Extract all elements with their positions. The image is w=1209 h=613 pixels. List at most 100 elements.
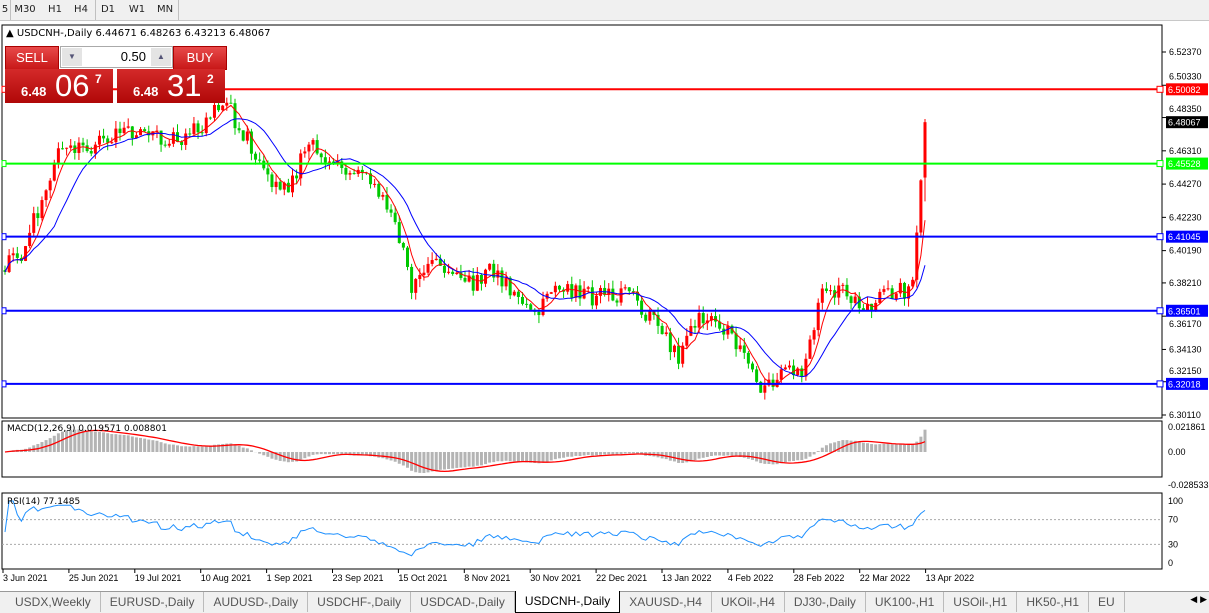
candle-body	[479, 274, 483, 284]
tab-eurusd-daily[interactable]: EURUSD-,Daily	[101, 592, 205, 612]
tab-usdchf-daily[interactable]: USDCHF-,Daily	[308, 592, 412, 612]
tab-uk100-h1[interactable]: UK100-,H1	[866, 592, 945, 612]
candle-body	[274, 181, 278, 188]
rsi-tick-label: 30	[1168, 539, 1178, 549]
candle-body	[471, 275, 475, 291]
tab-ukoil-h4[interactable]: UKOil-,H4	[712, 592, 785, 612]
tab-audusd-daily[interactable]: AUDUSD-,Daily	[204, 592, 309, 612]
candle-body	[463, 277, 467, 282]
price-chart[interactable]: 6.52370 6.50330 6.48350 6.46310 6.44270 6.422…	[0, 20, 1209, 591]
tab-xauusd-h4[interactable]: XAUUSD-,H4	[620, 592, 712, 612]
buy-price-large: 31	[167, 68, 202, 103]
candle-body	[200, 132, 204, 134]
candle-body	[32, 213, 36, 233]
level-price-badge	[1166, 83, 1208, 96]
candle-body	[442, 265, 446, 273]
candle-body	[106, 138, 110, 143]
candle-body	[878, 291, 882, 303]
timeframe-5[interactable]: 5	[1, 4, 9, 15]
lot-increase-icon[interactable]: ▲	[151, 48, 171, 66]
tab-usdx-weekly[interactable]: USDX,Weekly	[6, 592, 101, 612]
candle-body	[796, 368, 800, 376]
collapse-triangle-icon[interactable]: ▲	[6, 28, 17, 39]
sell-price-pip: 7	[95, 72, 102, 86]
candle-body	[286, 182, 290, 193]
level-handle[interactable]	[1, 160, 7, 168]
candle-body	[61, 148, 64, 150]
candle-body	[192, 123, 196, 135]
tab-dj30-daily[interactable]: DJ30-,Daily	[785, 592, 866, 612]
candle-body	[426, 263, 430, 273]
toolbar-divider	[95, 0, 96, 20]
timeframe-H4[interactable]: H4	[74, 4, 88, 15]
rsi-pane-frame	[1, 492, 1163, 570]
buy-button[interactable]: BUY	[173, 46, 227, 70]
date-tick-label: 13 Jan 2022	[662, 573, 712, 583]
candle-body	[701, 313, 705, 324]
buy-price[interactable]: 6.48 31 2	[117, 68, 225, 103]
timeframe-D1[interactable]: D1	[100, 4, 116, 15]
candle-body	[902, 282, 906, 299]
lot-decrease-icon[interactable]: ▼	[62, 48, 82, 66]
level-handle[interactable]	[1, 380, 7, 388]
timeframe-M30[interactable]: M30	[14, 4, 36, 15]
candle-body	[196, 123, 200, 133]
level-handle[interactable]	[1156, 233, 1164, 241]
level-price-badge	[1166, 304, 1208, 317]
tab-usdcad-daily[interactable]: USDCAD-,Daily	[411, 592, 515, 612]
candle-body	[500, 270, 504, 287]
level-handle[interactable]	[1, 233, 7, 241]
candle-body	[681, 345, 685, 364]
date-tick-label: 25 Jun 2021	[69, 573, 119, 583]
candle-body	[697, 313, 701, 328]
level-handle[interactable]	[1156, 85, 1164, 93]
candle-body	[492, 263, 496, 278]
lot-size-input[interactable]: ▼ 0.50 ▲	[60, 46, 173, 68]
candle-body	[861, 308, 865, 311]
level-price-label: 6.36501	[1168, 306, 1201, 316]
timeframe-W1[interactable]: W1	[128, 4, 146, 15]
candle-body	[229, 102, 233, 104]
candle-body	[841, 284, 845, 286]
candle-body	[923, 122, 927, 178]
candle-body	[319, 153, 323, 158]
buy-price-small: 6.48	[133, 84, 159, 99]
tab-eu[interactable]: EU	[1089, 592, 1125, 612]
sell-price[interactable]: 6.48 06 7	[5, 68, 113, 103]
candle-body	[163, 144, 167, 146]
candle-body	[311, 140, 315, 145]
candle-body	[130, 126, 134, 139]
timeframe-MN[interactable]: MN	[156, 4, 174, 15]
sell-button[interactable]: SELL	[5, 46, 59, 70]
tab-scroll-arrows-icon[interactable]: ◀ ▶	[1190, 595, 1207, 605]
candle-body	[406, 247, 409, 267]
current-price-label: 6.48067	[1168, 118, 1201, 128]
candle-body	[28, 232, 32, 247]
candle-body	[915, 232, 919, 280]
candle-body	[734, 333, 738, 350]
candle-body	[217, 104, 221, 111]
candle-body	[204, 117, 208, 134]
level-handle[interactable]	[1156, 160, 1164, 168]
lot-value[interactable]: 0.50	[120, 49, 146, 64]
timeframe-H1[interactable]: H1	[48, 4, 62, 15]
candle-body	[225, 102, 229, 106]
price-tick-label: 6.42230	[1169, 212, 1202, 222]
macd-tick-label: 0.00	[1168, 447, 1186, 457]
candle-body	[266, 168, 270, 175]
tab-usoil-h1[interactable]: USOil-,H1	[944, 592, 1018, 612]
level-handle[interactable]	[1156, 307, 1164, 315]
candle-body	[582, 288, 586, 299]
macd-label: MACD(12,26,9) 0.019571 0.008801	[7, 424, 167, 434]
candle-body	[385, 194, 389, 210]
candle-body	[414, 279, 418, 293]
candle-body	[866, 303, 869, 311]
level-handle[interactable]	[1156, 380, 1164, 388]
candle-body	[829, 290, 833, 292]
toolbar-divider	[178, 0, 179, 20]
candle-body	[590, 287, 594, 306]
tab-hk50-h1[interactable]: HK50-,H1	[1017, 592, 1089, 612]
candle-body	[24, 246, 28, 261]
tab-usdcnh-daily[interactable]: USDCNH-,Daily	[514, 591, 621, 613]
level-handle[interactable]	[1, 307, 7, 315]
